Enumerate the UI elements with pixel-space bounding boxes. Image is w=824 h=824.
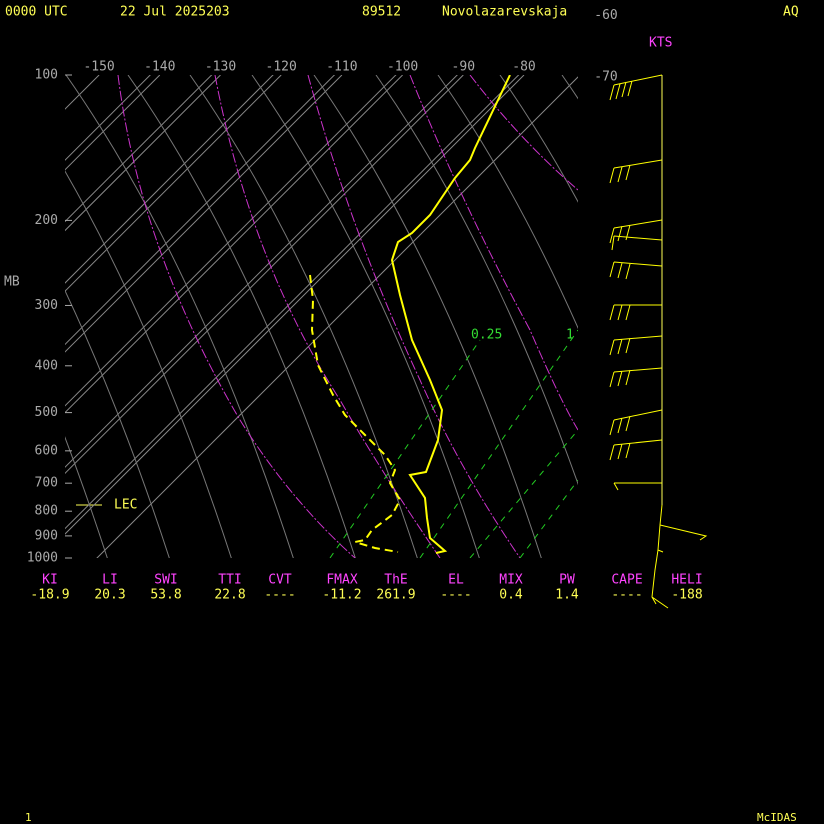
isotherm xyxy=(65,75,458,468)
pressure-label: 200 xyxy=(35,213,58,228)
brand: McIDAS xyxy=(757,811,797,824)
index-name: SWI xyxy=(154,573,177,588)
index-value: 1.4 xyxy=(555,588,579,603)
mix-label: 0.25 xyxy=(471,328,502,343)
temp-label-top: -100 xyxy=(387,60,418,75)
isotherm xyxy=(65,75,336,346)
isotherm xyxy=(65,75,213,223)
pressure-label: 800 xyxy=(35,504,58,519)
time: 0000 UTC xyxy=(5,5,68,20)
pressure-label: 900 xyxy=(35,528,58,543)
index-value: -188 xyxy=(671,588,702,603)
lec-label: LEC xyxy=(114,498,137,513)
moist-adiabat xyxy=(117,75,356,558)
isotherm xyxy=(96,76,578,558)
temp-label-top: -80 xyxy=(512,60,535,75)
temp-label-top: -130 xyxy=(205,60,236,75)
wind-barbs xyxy=(609,74,708,609)
index-name: FMAX xyxy=(326,573,357,588)
pressure-unit: MB xyxy=(4,275,20,290)
isotherm xyxy=(65,75,274,284)
isotherm xyxy=(65,75,221,232)
isotherm xyxy=(65,75,525,535)
dry-adiabat xyxy=(65,289,170,558)
dry-adiabat xyxy=(65,170,232,558)
isotherm xyxy=(65,75,397,407)
dry-adiabat xyxy=(65,436,108,558)
index-value: 20.3 xyxy=(94,588,125,603)
isotherm xyxy=(65,75,161,171)
index-value: ---- xyxy=(440,588,471,603)
isotherm xyxy=(65,75,520,530)
frame: 1 xyxy=(25,811,32,824)
temperature xyxy=(390,75,511,554)
index-value: 0.4 xyxy=(499,588,523,603)
dry-adiabat xyxy=(127,75,356,558)
index-value: ---- xyxy=(611,588,642,603)
mix-label: 1 xyxy=(566,328,574,343)
index-value: ---- xyxy=(264,588,295,603)
index-name: HELI xyxy=(671,573,702,588)
temp-label-top: -120 xyxy=(266,60,297,75)
dry-adiabat xyxy=(251,75,480,558)
index-name: KI xyxy=(42,573,58,588)
dry-adiabat xyxy=(499,75,578,203)
index-name: ThE xyxy=(384,573,407,588)
pressure-label: 300 xyxy=(35,298,58,313)
index-name: MIX xyxy=(499,573,523,588)
wind-unit: KTS xyxy=(649,36,672,51)
dry-adiabat xyxy=(437,75,578,330)
pressure-label: 1000 xyxy=(27,551,58,566)
dry-adiabat xyxy=(65,75,294,558)
index-name: LI xyxy=(102,573,118,588)
temp-label-right: -60 xyxy=(594,8,617,23)
dry-adiabat xyxy=(189,75,418,558)
pressure-label: 500 xyxy=(35,405,58,420)
moist-adiabat xyxy=(409,75,578,431)
dry-adiabat xyxy=(561,75,578,100)
moist-adiabat xyxy=(307,75,521,558)
isotherm xyxy=(65,75,343,353)
region: AQ xyxy=(783,5,799,20)
pressure-label: 400 xyxy=(35,358,58,373)
index-value: 261.9 xyxy=(376,588,415,603)
moist-adiabat xyxy=(214,75,441,558)
pressure-label: 100 xyxy=(35,68,58,83)
isotherm xyxy=(65,75,282,292)
temp-label-top: -150 xyxy=(83,60,114,75)
station-id: 89512 xyxy=(362,5,401,20)
isotherm xyxy=(65,75,464,475)
index-value: -11.2 xyxy=(322,588,361,603)
index-name: EL xyxy=(448,573,464,588)
index-name: TTI xyxy=(218,573,241,588)
temp-label-right: -70 xyxy=(594,70,617,85)
index-name: CAPE xyxy=(611,573,642,588)
pressure-label: 600 xyxy=(35,443,58,458)
sounding xyxy=(117,75,578,558)
isotherm xyxy=(65,75,151,161)
temp-label-top: -140 xyxy=(144,60,175,75)
date: 22 Jul 2025203 xyxy=(120,5,230,20)
station-name: Novolazarevskaja xyxy=(442,5,567,20)
dry-adiabat xyxy=(313,75,542,558)
dewpoint xyxy=(309,274,402,553)
index-name: PW xyxy=(559,573,575,588)
mixing-ratio xyxy=(329,329,578,558)
labels: 100 200 300 400 500 600 700 800 900 1000 -150 -140 -… xyxy=(27,8,703,603)
index-name: CVT xyxy=(268,573,292,588)
index-value: 53.8 xyxy=(150,588,181,603)
moist-adiabat xyxy=(469,75,578,191)
temp-label-top: -90 xyxy=(452,60,475,75)
index-value: 22.8 xyxy=(214,588,245,603)
index-value: -18.9 xyxy=(30,588,69,603)
pressure-label: 700 xyxy=(35,476,58,491)
dry-adiabat xyxy=(375,75,578,486)
temp-label-top: -110 xyxy=(326,60,357,75)
